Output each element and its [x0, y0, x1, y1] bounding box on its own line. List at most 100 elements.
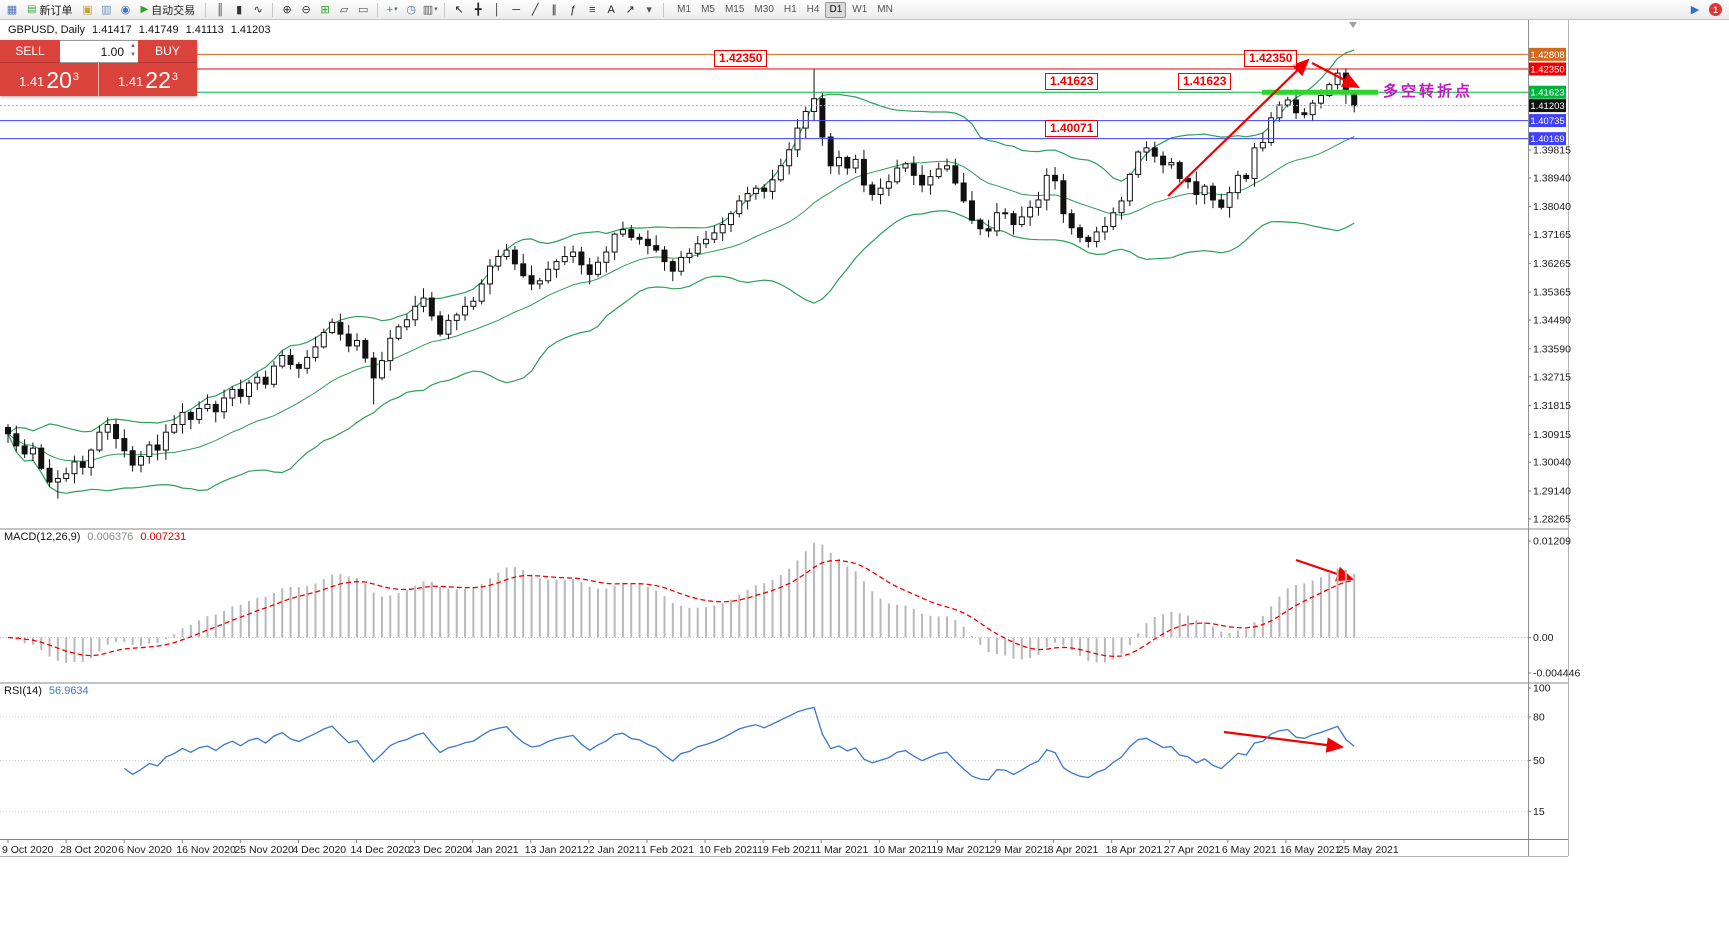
svg-text:100: 100	[1533, 683, 1551, 695]
timeframe-d1[interactable]: D1	[825, 1, 847, 18]
buy-price[interactable]: 1.41 22 3	[99, 63, 197, 96]
svg-text:1.30040: 1.30040	[1533, 457, 1571, 469]
main-toolbar: ▦ ▤ 新订单 ▣ ▥ ◉ ▶ 自动交易 ║ ▮ ∿ ⊕ ⊖ ⊞ ▱ ▭ + ▾ ◷ ▥ ▾ ↖ ╋ │ ─ ╱ ∥ ƒ ≡ A ↗ ▾ M1 M…	[0, 0, 1729, 20]
timeframe-m5[interactable]: M5	[701, 4, 715, 15]
package-icon[interactable]: ▣	[82, 3, 93, 16]
dropdown-caret-icon: ▾	[394, 5, 398, 13]
cursor-icon[interactable]: ↖	[454, 3, 464, 16]
price-annotation-label[interactable]: 1.41623	[1178, 73, 1232, 91]
price-annotation-label[interactable]: 1.42350	[1244, 49, 1298, 67]
svg-text:8 Apr 2021: 8 Apr 2021	[1048, 844, 1099, 856]
community-icon[interactable]: ▶	[1690, 3, 1700, 16]
timeframe-m15[interactable]: M15	[724, 4, 745, 15]
timeframe-w1[interactable]: W1	[852, 4, 868, 15]
svg-text:16 May 2021: 16 May 2021	[1280, 844, 1341, 856]
candlestick-type-icon[interactable]: ▮	[236, 3, 243, 16]
svg-text:14 Dec 2020: 14 Dec 2020	[351, 844, 411, 856]
close-value: 1.41203	[230, 24, 271, 36]
arrow-object-icon[interactable]: ↗	[625, 3, 635, 16]
sell-button[interactable]: SELL	[0, 40, 60, 63]
price-annotation-label[interactable]: 1.40071	[1045, 119, 1099, 137]
macd-main-value: 0.006376	[87, 531, 134, 543]
charts-window-icon[interactable]: ▦	[6, 3, 18, 16]
svg-text:6 Nov 2020: 6 Nov 2020	[118, 844, 172, 856]
buy-button[interactable]: BUY	[138, 40, 197, 63]
fibonacci-icon[interactable]: ƒ	[570, 3, 577, 16]
volume-spinner[interactable]: ▲ ▼	[130, 43, 136, 58]
svg-text:50: 50	[1533, 755, 1545, 767]
zoom-out-icon[interactable]: ⊖	[301, 3, 311, 16]
svg-text:1.41623: 1.41623	[1530, 88, 1564, 99]
vertical-line-icon[interactable]: │	[493, 3, 501, 16]
reports-icon[interactable]: ▥	[101, 3, 112, 16]
svg-text:1.38940: 1.38940	[1533, 172, 1571, 184]
notification-badge[interactable]: 1	[1709, 3, 1722, 16]
timeframe-mn[interactable]: MN	[877, 4, 893, 15]
rsi-name: RSI(14)	[4, 685, 42, 697]
svg-text:1.33590: 1.33590	[1533, 343, 1571, 355]
new-order-button[interactable]: ▤ 新订单	[22, 2, 77, 18]
svg-text:10 Feb 2021: 10 Feb 2021	[699, 844, 758, 856]
channel-icon[interactable]: ∥	[551, 3, 557, 16]
price-annotation-label[interactable]: 1.41623	[1045, 73, 1099, 91]
tile-windows-icon[interactable]: ⊞	[320, 3, 330, 16]
autotrade-button[interactable]: ▶ 自动交易	[135, 2, 200, 18]
new-chart-icon[interactable]: + ▾	[386, 3, 398, 16]
low-value: 1.41113	[185, 24, 224, 36]
new-order-icon: ▤	[27, 4, 37, 15]
horizontal-line-icon[interactable]: ─	[512, 3, 521, 16]
volume-input[interactable]: 1.00 ▲ ▼	[60, 40, 138, 63]
svg-text:1.42350: 1.42350	[1530, 64, 1564, 75]
cascade-windows-icon[interactable]: ▱	[339, 3, 349, 16]
svg-text:0.00: 0.00	[1533, 632, 1554, 644]
svg-text:1 Feb 2021: 1 Feb 2021	[641, 844, 694, 856]
svg-text:1.37165: 1.37165	[1533, 229, 1571, 241]
svg-text:1.28265: 1.28265	[1533, 513, 1571, 525]
sell-price[interactable]: 1.41 20 3	[0, 63, 99, 96]
bar-chart-type-icon[interactable]: ║	[216, 3, 225, 16]
svg-text:1.34490: 1.34490	[1533, 315, 1571, 327]
timeframe-m30[interactable]: M30	[754, 4, 774, 15]
turning-point-note[interactable]: 多空转折点	[1383, 83, 1474, 100]
timeframe-h4[interactable]: H4	[806, 4, 820, 15]
svg-text:19 Mar 2021: 19 Mar 2021	[931, 844, 990, 856]
svg-text:18 Apr 2021: 18 Apr 2021	[1106, 844, 1163, 856]
price-annotation-label[interactable]: 1.42350	[714, 49, 768, 67]
svg-text:1.39815: 1.39815	[1533, 144, 1571, 156]
text-label-icon[interactable]: A	[607, 3, 615, 16]
toolbar-separator	[205, 2, 207, 17]
cycles-icon[interactable]: ◷	[406, 3, 416, 16]
svg-text:0.01209: 0.01209	[1533, 536, 1571, 548]
svg-text:1.36265: 1.36265	[1533, 258, 1571, 270]
svg-text:1.41203: 1.41203	[1530, 101, 1564, 112]
hline-levels-icon[interactable]: ≡	[588, 3, 596, 16]
svg-text:22 Jan 2021: 22 Jan 2021	[583, 844, 641, 856]
svg-text:4 Jan 2021: 4 Jan 2021	[467, 844, 519, 856]
svg-text:13 Jan 2021: 13 Jan 2021	[525, 844, 583, 856]
svg-text:23 Dec 2020: 23 Dec 2020	[409, 844, 469, 856]
svg-text:27 Apr 2021: 27 Apr 2021	[1164, 844, 1221, 856]
svg-text:9 Oct 2020: 9 Oct 2020	[2, 844, 54, 856]
rsi-indicator-label: RSI(14) 56.9634	[4, 685, 89, 697]
toolbar-separator	[377, 2, 379, 17]
arrange-windows-icon[interactable]: ▭	[357, 3, 369, 16]
chart-ohlc-header: GBPUSD, Daily 1.41417 1.41749 1.41113 1.…	[8, 24, 270, 36]
open-value: 1.41417	[92, 24, 132, 36]
crosshair-icon[interactable]: ╋	[474, 3, 482, 16]
timeframe-m1[interactable]: M1	[677, 4, 692, 15]
svg-text:4 Dec 2020: 4 Dec 2020	[292, 844, 346, 856]
zoom-in-icon[interactable]: ⊕	[282, 3, 292, 16]
toolbar-separator	[272, 2, 274, 17]
high-value: 1.41749	[138, 24, 179, 36]
macd-signal-value: 0.007231	[140, 531, 187, 543]
svg-text:-0.004446: -0.004446	[1533, 667, 1580, 679]
line-chart-type-icon[interactable]: ∿	[253, 3, 263, 16]
objects-dropdown-icon[interactable]: ▾	[646, 3, 652, 16]
timeframe-h1[interactable]: H1	[783, 4, 797, 15]
templates-icon[interactable]: ▥ ▾	[422, 3, 438, 16]
svg-text:1.32715: 1.32715	[1533, 371, 1571, 383]
trendline-icon[interactable]: ╱	[531, 3, 539, 16]
svg-text:25 May 2021: 25 May 2021	[1338, 844, 1399, 856]
info-icon[interactable]: ◉	[120, 3, 131, 16]
